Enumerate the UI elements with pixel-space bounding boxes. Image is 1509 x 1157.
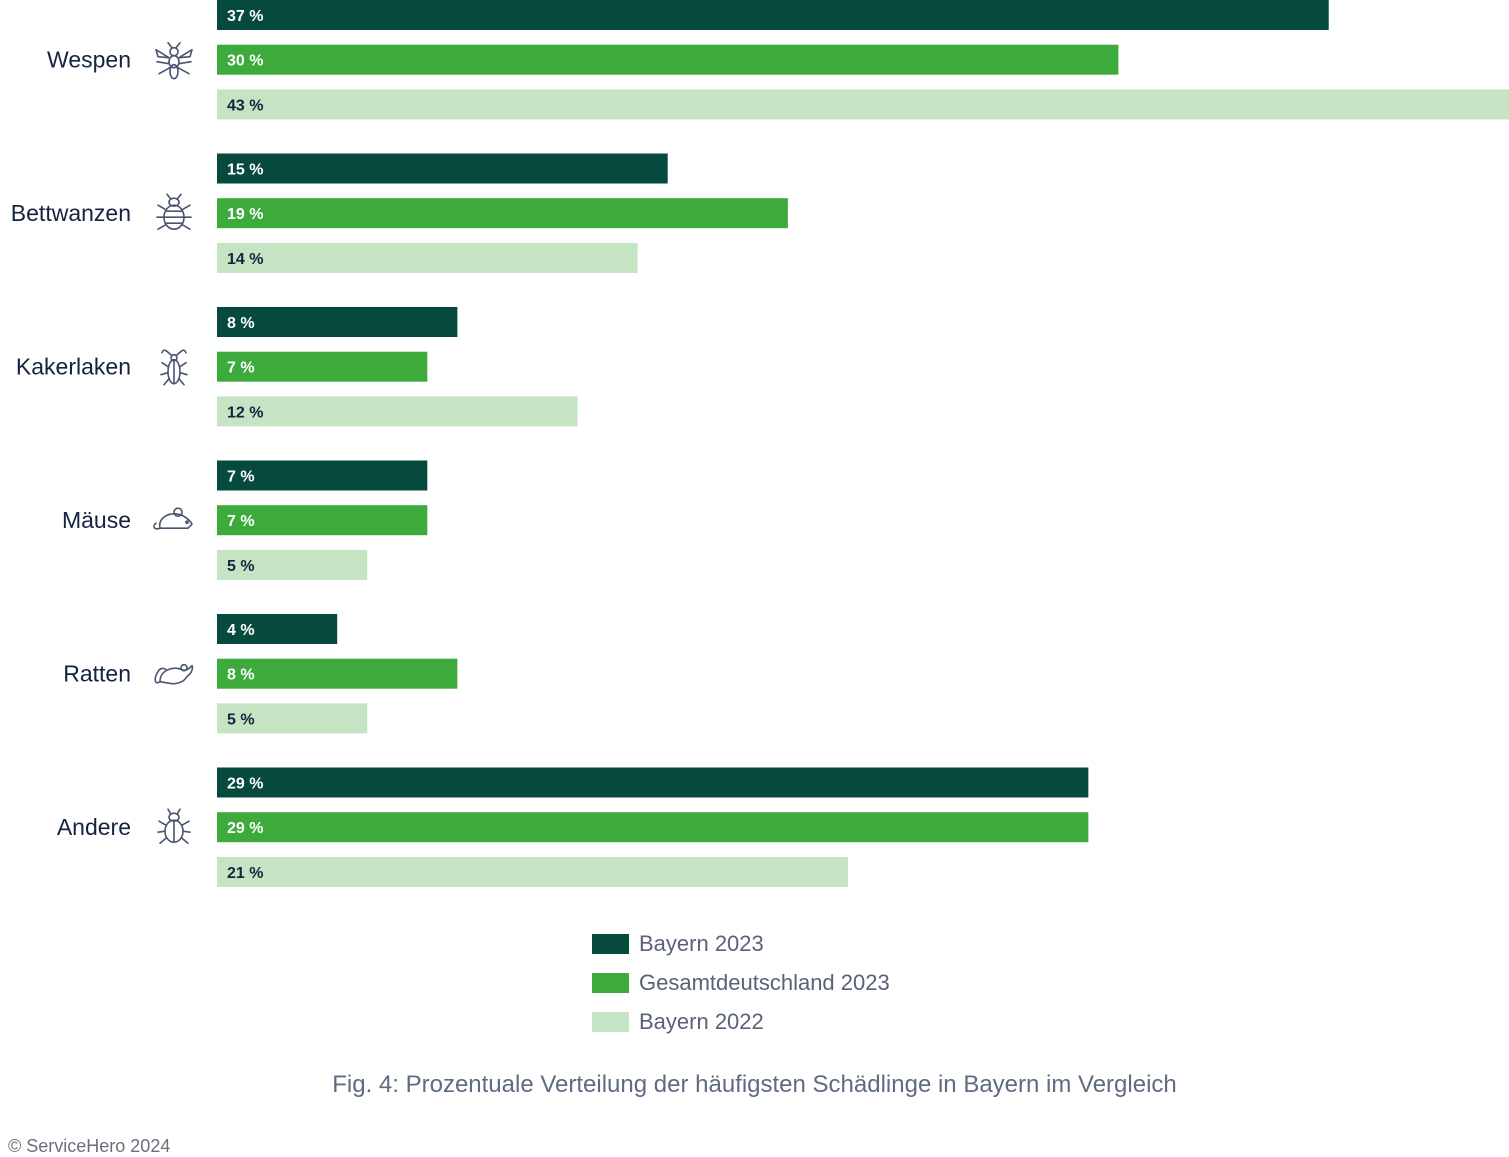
legend-item-bayern-2022: Bayern 2022 [592, 1002, 890, 1041]
data-label: 29 % [227, 776, 263, 793]
category-label: Wespen [47, 47, 131, 73]
bar [217, 44, 1119, 75]
bar [217, 0, 1329, 30]
rat-icon [154, 663, 194, 685]
data-label: 30 % [227, 53, 263, 70]
data-label: 5 % [227, 558, 255, 575]
bar [217, 307, 458, 337]
category-label: Mäuse [62, 507, 131, 533]
bar [217, 89, 1509, 120]
mouse-icon [153, 507, 193, 530]
legend-label: Gesamtdeutschland 2023 [639, 969, 890, 995]
legend-label: Bayern 2023 [639, 930, 764, 956]
wasp-icon [155, 41, 193, 80]
data-label: 7 % [227, 360, 255, 377]
legend-swatch [592, 972, 629, 993]
bar [217, 812, 1089, 843]
copyright-notice: © ServiceHero 2024 [8, 1136, 171, 1156]
data-label: 43 % [227, 97, 263, 114]
beetle-icon [157, 808, 191, 845]
data-label: 4 % [227, 622, 255, 639]
bar [217, 658, 458, 689]
legend-item-gesamtdeutschland-2023: Gesamtdeutschland 2023 [592, 963, 890, 1002]
data-label: 7 % [227, 469, 255, 486]
category-label: Bettwanzen [11, 200, 131, 226]
bar [217, 198, 788, 229]
bar [217, 242, 638, 273]
bar-chart: Wespen 37 % 30 % 43 % Bettwanzen 15 % 19 % 14 %… [11, 0, 1509, 887]
data-label: 19 % [227, 206, 263, 223]
category-label: Ratten [63, 661, 131, 687]
bar [217, 396, 578, 427]
bar [217, 767, 1089, 798]
category-label: Andere [57, 814, 131, 840]
cockroach-icon [160, 349, 188, 386]
data-label: 8 % [227, 315, 255, 332]
data-label: 5 % [227, 711, 255, 728]
data-label: 7 % [227, 513, 255, 530]
data-label: 21 % [227, 865, 263, 882]
data-label: 29 % [227, 820, 263, 837]
legend: Bayern 2023 Gesamtdeutschland 2023 Bayer… [592, 924, 890, 1041]
data-label: 15 % [227, 162, 263, 179]
legend-label: Bayern 2022 [639, 1008, 764, 1034]
legend-item-bayern-2023: Bayern 2023 [592, 924, 890, 963]
bar [217, 153, 668, 184]
data-label: 12 % [227, 404, 263, 421]
figure-caption: Fig. 4: Prozentuale Verteilung der häufi… [332, 1071, 1177, 1098]
bar [217, 856, 848, 887]
bar [217, 703, 368, 734]
bedbug-icon [156, 193, 192, 230]
bar [217, 460, 428, 491]
bar [217, 549, 368, 580]
bar [217, 505, 428, 536]
category-label: Kakerlaken [16, 354, 131, 380]
data-label: 14 % [227, 251, 263, 268]
legend-swatch [592, 933, 629, 954]
data-label: 8 % [227, 667, 255, 684]
bar [217, 614, 338, 644]
bar [217, 351, 428, 382]
data-label: 37 % [227, 8, 263, 25]
legend-swatch [592, 1011, 629, 1032]
